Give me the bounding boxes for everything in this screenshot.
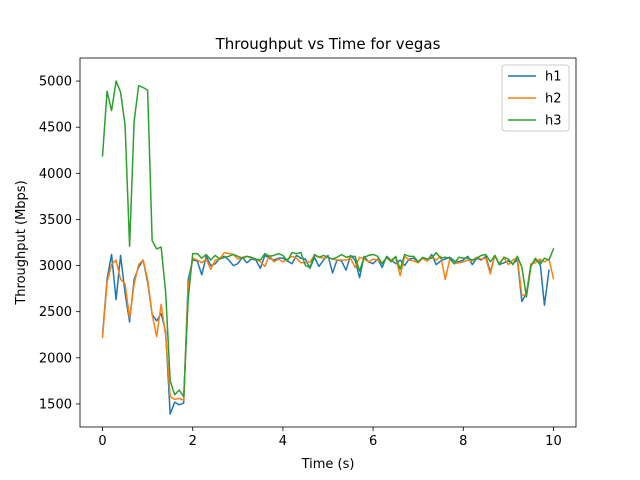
legend-label-h3: h3 (545, 114, 562, 129)
y-tick-label: 4000 (39, 167, 72, 182)
legend-label-h1: h1 (545, 70, 562, 85)
chart-title: Throughput vs Time for vegas (215, 35, 441, 53)
y-axis-ticks: 1500 2000 2500 3000 3500 4000 4500 5000 (39, 75, 80, 412)
y-tick-label: 2500 (39, 305, 72, 320)
y-tick-label: 5000 (39, 75, 72, 90)
y-tick-label: 1500 (39, 397, 72, 412)
y-tick-label: 4500 (39, 121, 72, 136)
x-tick-label: 4 (279, 434, 287, 449)
y-tick-label: 3000 (39, 259, 72, 274)
x-tick-label: 10 (545, 434, 562, 449)
y-tick-label: 3500 (39, 213, 72, 228)
series-line-h3 (101, 80, 555, 398)
legend-label-h2: h2 (545, 92, 562, 107)
y-axis-label: Throughput (Mbps) (14, 180, 29, 305)
legend: h1 h2 h3 (501, 64, 570, 132)
x-axis-label: Time (s) (301, 457, 355, 472)
y-tick-label: 2000 (39, 351, 72, 366)
x-tick-label: 2 (189, 434, 197, 449)
x-tick-label: 6 (369, 434, 377, 449)
x-axis-ticks: 0 2 4 6 8 10 (98, 427, 562, 449)
x-tick-label: 0 (98, 434, 106, 449)
axes-frame (79, 57, 577, 428)
x-tick-label: 8 (459, 434, 467, 449)
plot-area (79, 57, 577, 428)
